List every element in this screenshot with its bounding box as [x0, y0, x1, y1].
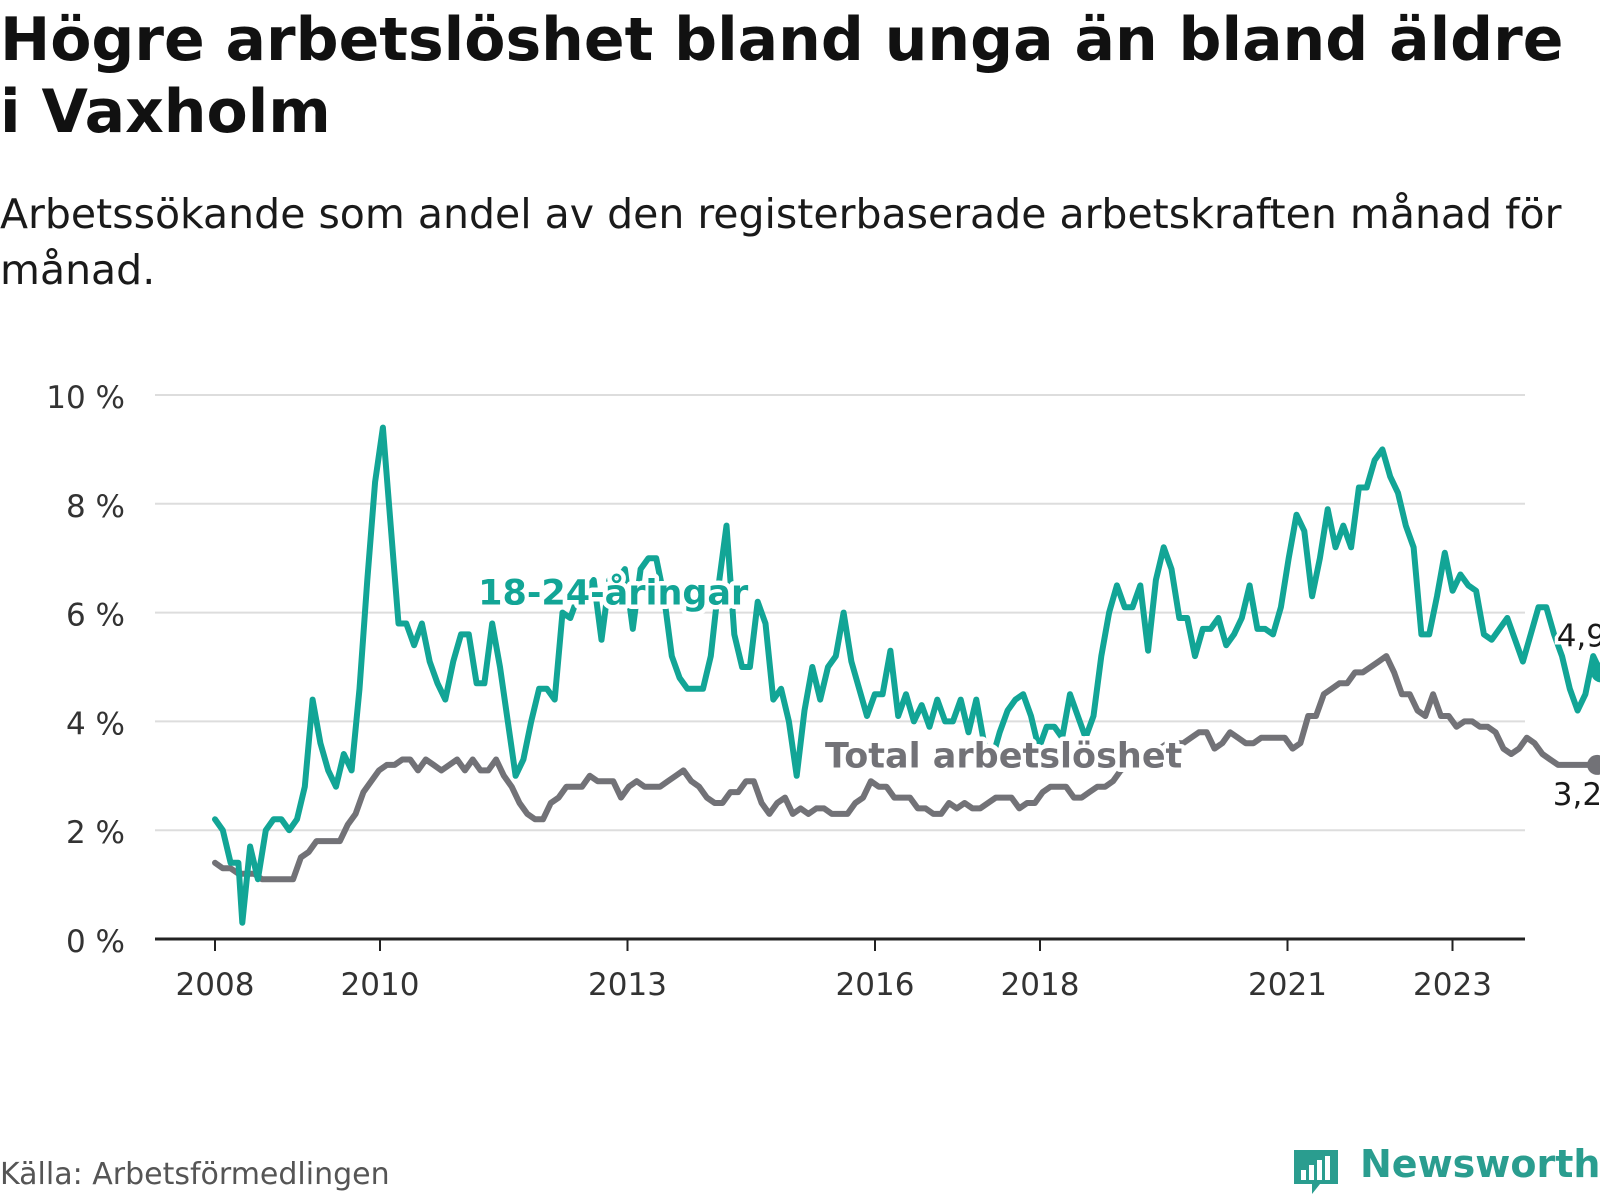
youth-end-point [1591, 662, 1600, 683]
y-axis-tick-labels: 0 % 2 % 4 % 6 % 8 % 10 % [46, 380, 125, 960]
y-tick-label: 8 % [66, 489, 125, 525]
x-tick-label: 2023 [1413, 967, 1492, 1003]
x-tick-label: 2018 [1001, 967, 1080, 1003]
x-tick-label: 2016 [836, 967, 915, 1003]
x-tick-label: 2008 [176, 967, 255, 1003]
gridlines [155, 394, 1525, 832]
chart-title: Högre arbetslöshet bland unga än bland ä… [0, 5, 1564, 147]
x-tick-label: 2021 [1248, 967, 1327, 1003]
youth-series-line [212, 424, 1600, 926]
line-chart: 0 % 2 % 4 % 6 % 8 % 10 % 2008 2010 2013 2016 2018… [46, 380, 1600, 1003]
total-series-line [212, 653, 1600, 883]
y-tick-label: 0 % [66, 924, 125, 960]
y-tick-label: 4 % [66, 706, 125, 742]
total-series-label: Total arbetslöshet [825, 737, 1182, 777]
youth-end-value-label: 4,9 % [1557, 618, 1600, 654]
y-tick-label: 2 % [66, 815, 125, 851]
x-tick-label: 2013 [588, 967, 667, 1003]
youth-series-label: 18-24-åringar [478, 572, 749, 613]
series-lines [212, 424, 1600, 926]
total-end-value-label: 3,2 % [1553, 777, 1600, 813]
total-end-point [1587, 754, 1600, 775]
chart-subtitle: Arbetssökande som andel av den registerb… [0, 190, 1562, 294]
x-axis: 2008 2010 2013 2016 2018 2021 2023 [155, 937, 1525, 1003]
brand-name: Newsworthy [1360, 1142, 1600, 1186]
x-tick-label: 2010 [341, 967, 420, 1003]
y-tick-label: 6 % [66, 598, 125, 634]
source-note: Källa: Arbetsförmedlingen [0, 1157, 390, 1192]
bar-chart-icon [1294, 1150, 1338, 1194]
series-labels: 18-24-åringar Total arbetslöshet 4,9 % 3,2 … [474, 568, 1600, 816]
y-tick-label: 10 % [46, 380, 125, 416]
